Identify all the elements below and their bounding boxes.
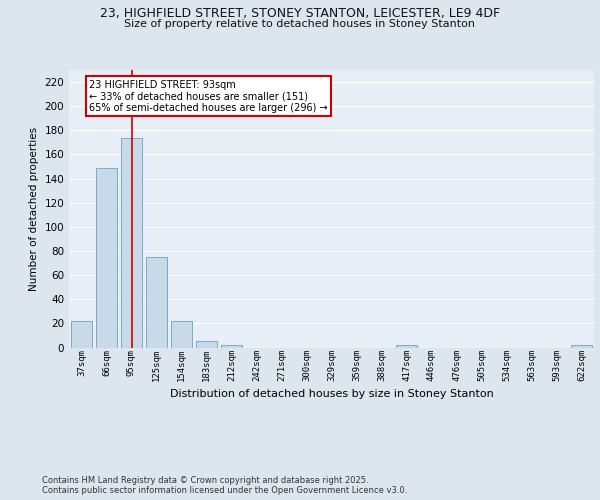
Text: Contains HM Land Registry data © Crown copyright and database right 2025.: Contains HM Land Registry data © Crown c…	[42, 476, 368, 485]
X-axis label: Distribution of detached houses by size in Stoney Stanton: Distribution of detached houses by size …	[170, 390, 493, 400]
Bar	[71, 321, 92, 347]
Bar	[171, 321, 192, 347]
Bar	[571, 345, 592, 348]
Bar	[196, 342, 217, 347]
Bar	[221, 345, 242, 348]
Text: Size of property relative to detached houses in Stoney Stanton: Size of property relative to detached ho…	[125, 19, 476, 29]
Y-axis label: Number of detached properties: Number of detached properties	[29, 126, 39, 291]
Bar	[121, 138, 142, 348]
Bar	[146, 257, 167, 348]
Bar	[396, 345, 417, 348]
Text: 23 HIGHFIELD STREET: 93sqm
← 33% of detached houses are smaller (151)
65% of sem: 23 HIGHFIELD STREET: 93sqm ← 33% of deta…	[89, 80, 328, 113]
Text: Contains public sector information licensed under the Open Government Licence v3: Contains public sector information licen…	[42, 486, 407, 495]
Text: 23, HIGHFIELD STREET, STONEY STANTON, LEICESTER, LE9 4DF: 23, HIGHFIELD STREET, STONEY STANTON, LE…	[100, 8, 500, 20]
Bar	[96, 168, 117, 348]
